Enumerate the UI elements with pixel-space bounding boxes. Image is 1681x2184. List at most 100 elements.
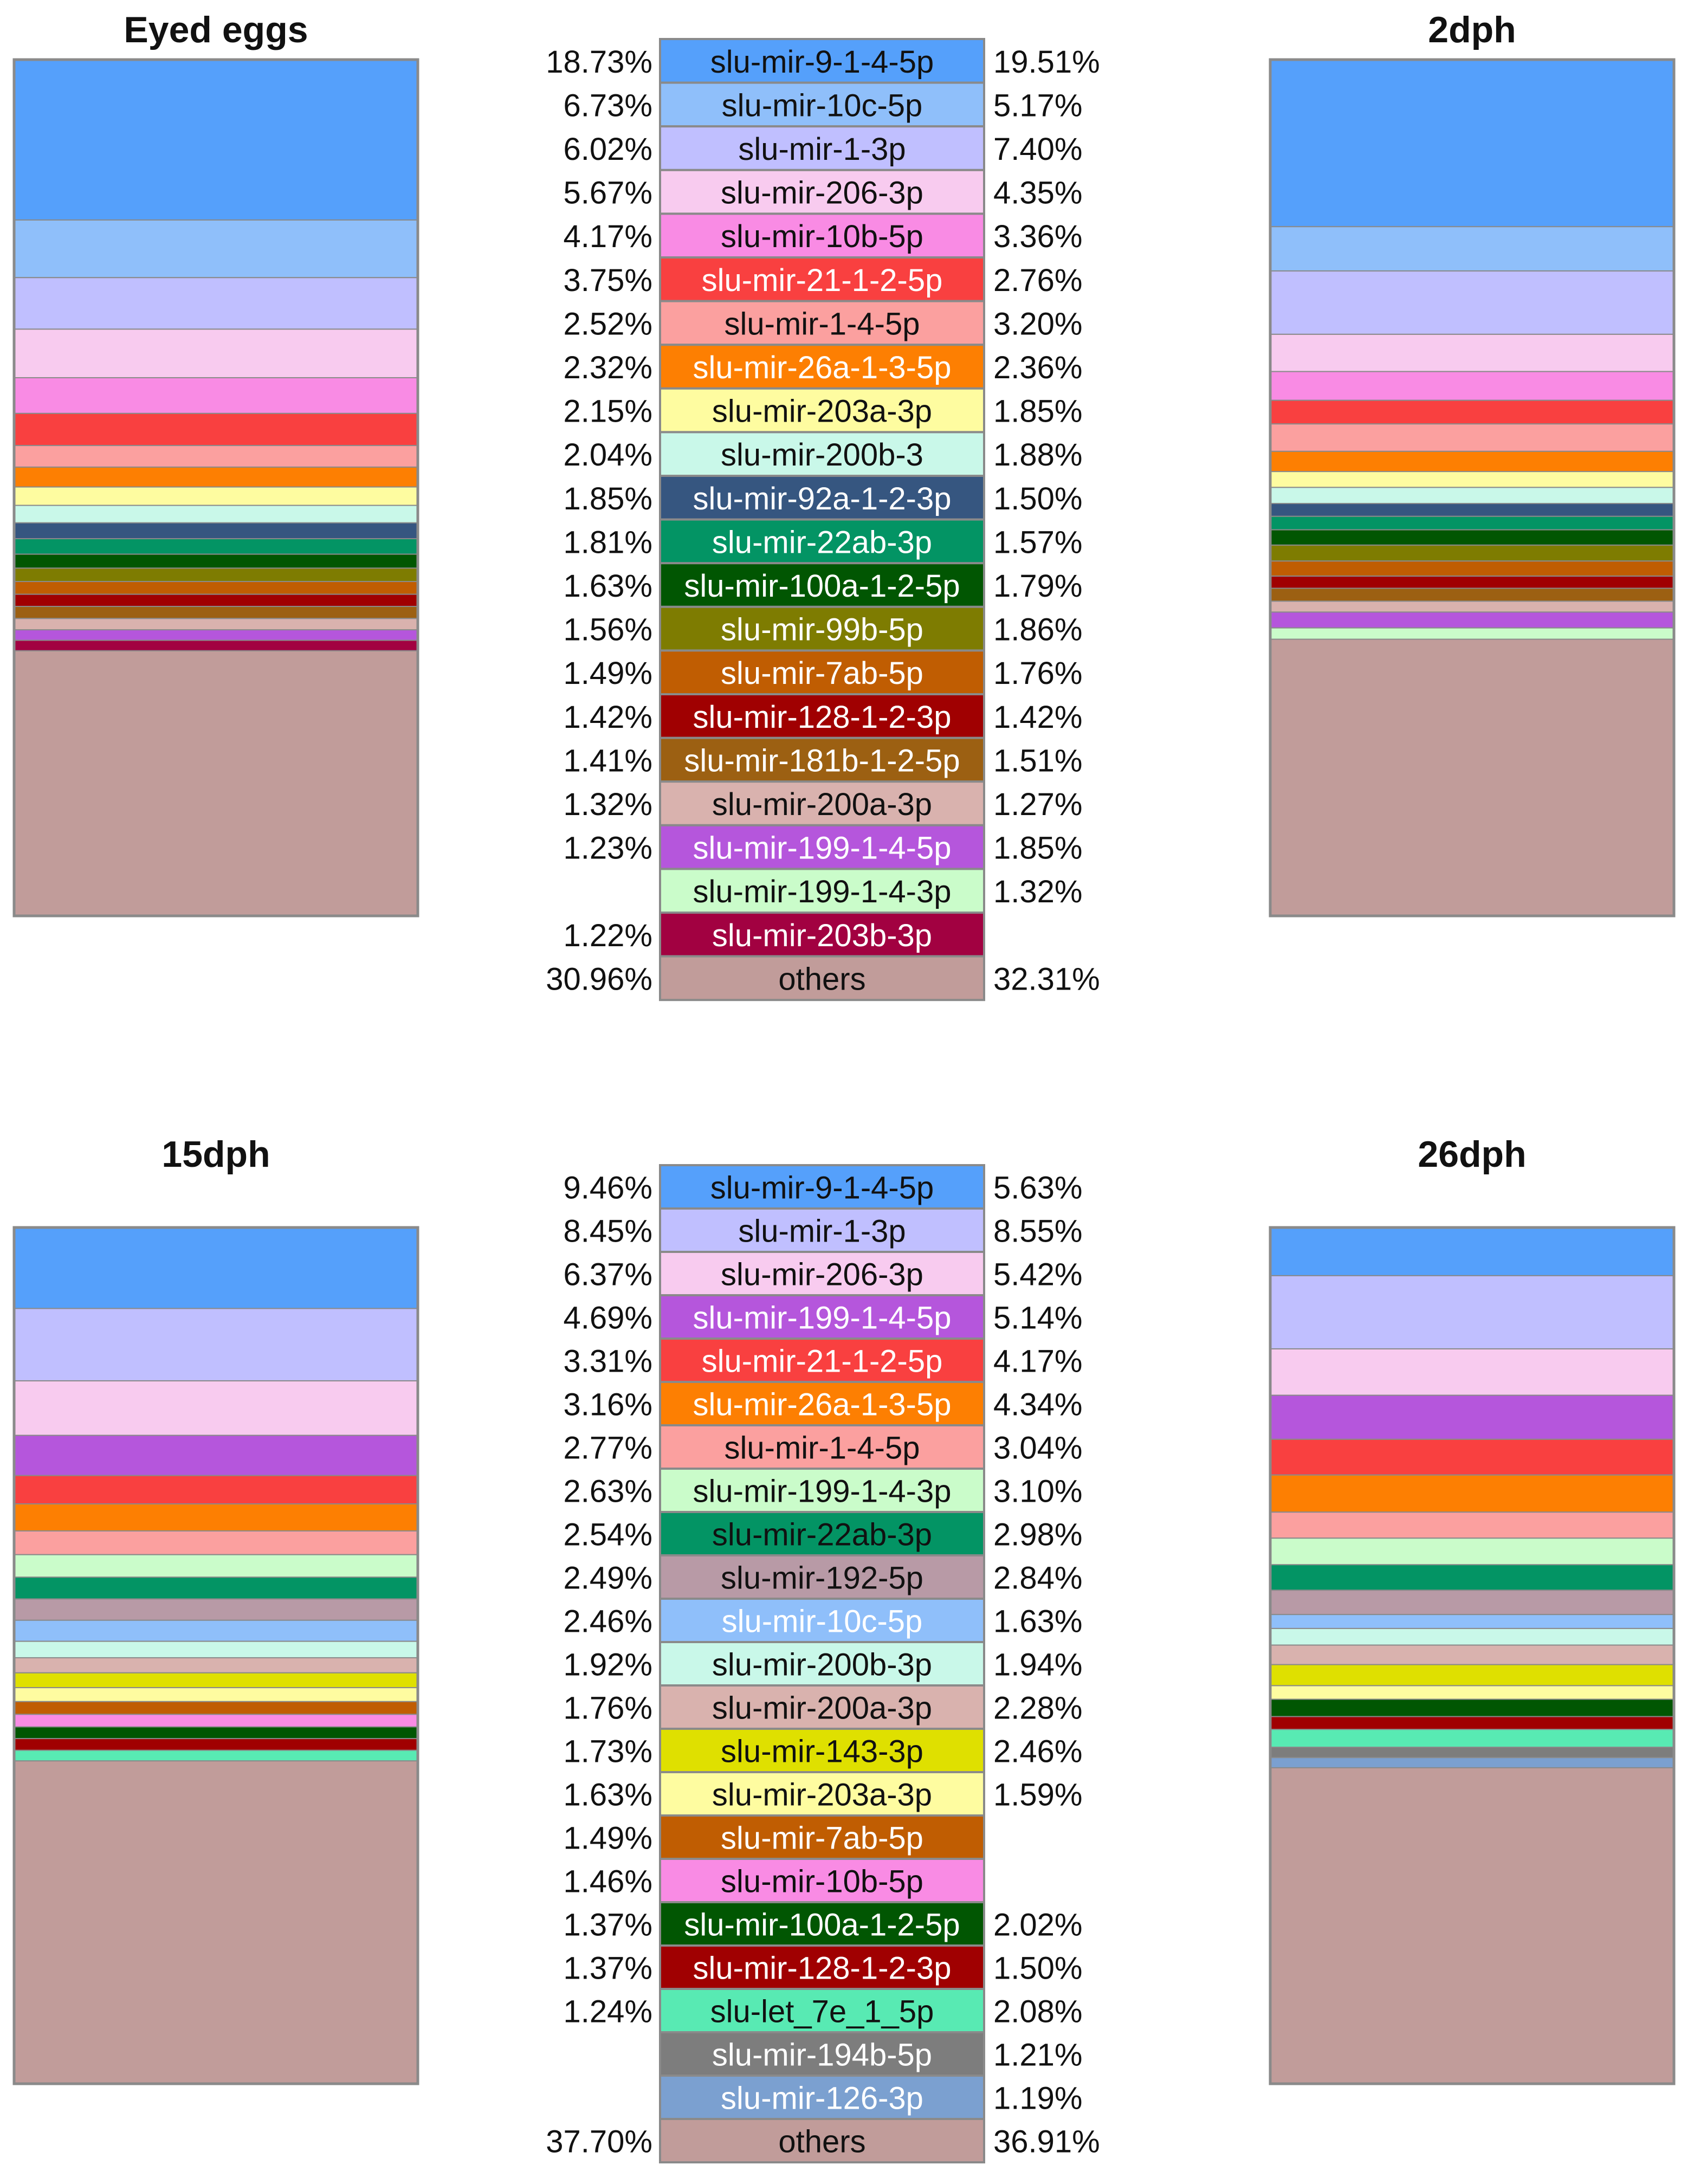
bar-segment [14,377,418,414]
data-label-left: 6.02% [564,132,652,167]
bar-segment [14,618,418,631]
data-label-left: 1.22% [564,918,652,953]
legend-label: slu-mir-199-1-4-5p [693,831,951,866]
legend-swatch [659,475,985,521]
bar-segment [1270,1767,1674,2085]
legend-swatch [659,300,985,346]
bar-segment [14,1714,418,1728]
bar-segment [14,59,418,221]
legend-label: slu-mir-199-1-4-5p [693,1301,951,1336]
legend-label: slu-mir-1-3p [738,132,906,167]
data-label-right: 1.63% [993,1604,1082,1639]
data-label-left: 1.92% [564,1647,652,1683]
data-label-right: 36.91% [993,2124,1100,2160]
legend-label: slu-mir-203a-3p [712,1778,932,1813]
legend-label: slu-mir-203a-3p [712,394,932,429]
data-label-right: 3.36% [993,219,1082,254]
bar-segment [1270,560,1674,577]
bar-outline [12,58,419,917]
bar-segment [1270,1644,1674,1665]
bar-segment [1270,638,1674,916]
data-label-left: 1.49% [564,656,652,691]
legend-label: slu-mir-9-1-4-5p [710,1171,934,1206]
data-label-right: 1.85% [993,831,1082,866]
data-label-left: 1.63% [564,568,652,604]
legend-label: slu-let_7e_1_5p [710,1994,934,2030]
data-label-right: 32.31% [993,961,1100,997]
data-label-right: 1.88% [993,437,1082,473]
data-label-right: 1.86% [993,612,1082,648]
bar-segment [1270,611,1674,629]
bar-segment [1270,371,1674,401]
bar-segment [1270,576,1674,589]
bar-segment [14,1227,418,1309]
bar-segment [1270,333,1674,372]
bar-segment [14,1576,418,1600]
data-label-right: 1.59% [993,1778,1082,1813]
legend: slu-mir-9-1-4-5p 18.73% 19.51% slu-mir-10c-… [546,38,1100,1001]
legend-swatch [659,1294,985,1340]
bar-segment [1270,1664,1674,1687]
legend-swatch [659,1337,985,1383]
legend-label: slu-mir-7ab-5p [721,656,923,691]
data-label-left: 2.04% [564,437,652,473]
bar-segment [1270,1537,1674,1566]
data-label-left: 18.73% [546,44,652,80]
legend-label: slu-mir-1-4-5p [725,306,920,341]
stacked-bar-0 [12,58,419,917]
data-label-right: 1.76% [993,656,1082,691]
bar-title: 15dph [161,1134,270,1175]
data-label-left: 6.73% [564,88,652,123]
bar-segment [1270,587,1674,602]
data-label-left: 1.63% [564,1778,652,1813]
legend-label: slu-mir-199-1-4-3p [693,874,951,909]
data-label-right: 1.57% [993,525,1082,560]
legend-swatch [659,955,985,1001]
data-label-left: 30.96% [546,961,652,997]
bar-segment [14,1598,418,1621]
bar-segment [14,1672,418,1689]
data-label-left: 1.46% [564,1864,652,1899]
legend-swatch [659,344,985,390]
legend-swatch [659,518,985,565]
bar-segment [1270,487,1674,505]
legend-swatch [659,1901,985,1947]
data-label-left: 2.77% [564,1431,652,1466]
bar-segment [14,1530,418,1555]
bar-segment [14,538,418,555]
data-label-right: 2.02% [993,1908,1082,1943]
data-label-left: 8.45% [564,1214,652,1249]
bar-segment [1270,1438,1674,1476]
legend-swatch [659,1944,985,1990]
legend-swatch [659,125,985,171]
bar-segment [14,219,418,279]
bar-segment [1270,1589,1674,1616]
legend-label: slu-mir-199-1-4-3p [693,1474,951,1509]
legend-swatch [659,1814,985,1860]
bar-segment [1270,1564,1674,1591]
bar-segment [14,1760,418,2085]
data-label-left: 1.41% [564,743,652,778]
bar-outline [12,1226,419,2085]
legend-label: slu-mir-128-1-2-3p [693,700,951,735]
bar-segment [14,1749,418,1762]
legend-label: slu-mir-26a-1-3-5p [693,1387,951,1423]
data-label-left: 2.54% [564,1517,652,1553]
data-label-left: 2.52% [564,306,652,341]
data-label-left: 2.15% [564,394,652,429]
data-label-left: 1.23% [564,831,652,866]
data-label-left: 3.75% [564,263,652,298]
legend-label: slu-mir-92a-1-2-3p [693,481,951,516]
legend-label: slu-mir-203b-3p [712,918,932,953]
bar-segment [1270,627,1674,640]
legend-label: slu-mir-21-1-2-5p [702,1344,943,1379]
data-label-left: 5.67% [564,176,652,211]
data-label-left: 1.76% [564,1691,652,1726]
data-label-right: 4.35% [993,176,1082,211]
data-label-right: 7.40% [993,132,1082,167]
bar-segment [14,445,418,468]
data-label-right: 8.55% [993,1214,1082,1249]
